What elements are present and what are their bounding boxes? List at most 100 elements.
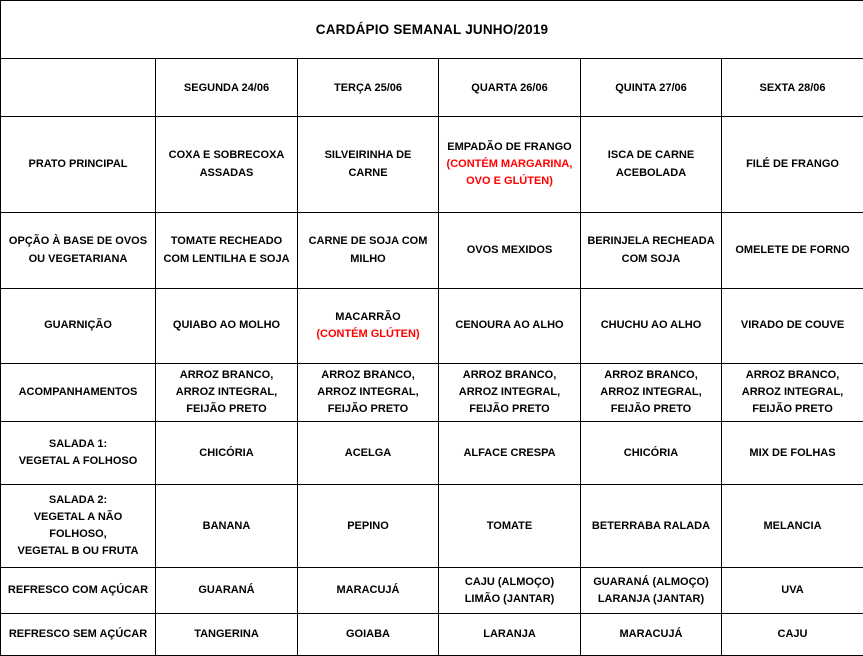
menu-item-text: CHICÓRIA — [199, 446, 254, 459]
menu-cell: GOIABA — [297, 613, 439, 656]
menu-cell: TANGERINA — [155, 613, 298, 656]
menu-item-text: SILVEIRINHA DE CARNE — [324, 149, 412, 179]
menu-cell: CAJU — [720, 613, 863, 656]
table-row: SALADA 2: VEGETAL A NÃO FOLHOSO, VEGETAL B… — [0, 484, 863, 569]
menu-cell: ALFACE CRESPA — [438, 421, 581, 486]
menu-cell: MARACUJÁ — [297, 567, 439, 615]
menu-item-text: GUARANÁ (ALMOÇO) — [593, 575, 709, 588]
table-row: REFRESCO SEM AÇÚCAR TANGERINA GOIABA LARANJ… — [0, 613, 863, 656]
allergen-warning-text: (CONTÉM MARGARINA, OVO E GLÚTEN) — [446, 157, 573, 188]
menu-cell: EMPADÃO DE FRANGO (CONTÉM MARGARINA, OVO … — [438, 116, 581, 213]
menu-item-text: QUIABO AO MOLHO — [172, 319, 281, 332]
page-title: CARDÁPIO SEMANAL JUNHO/2019 — [0, 0, 863, 59]
row-label: REFRESCO COM AÇÚCAR — [0, 567, 156, 615]
menu-cell: TOMATE RECHEADO COM LENTILHA E SOJA — [155, 212, 298, 289]
table-row: PRATO PRINCIPAL COXA E SOBRECOXA ASSADAS S… — [0, 116, 863, 213]
row-label-line: VEGETAL A NÃO FOLHOSO, — [33, 511, 123, 541]
row-label-line: OU VEGETARIANA — [28, 252, 128, 265]
menu-item-text: ARROZ BRANCO, ARROZ INTEGRAL, FEIJÃO PRE… — [741, 369, 844, 416]
menu-item-text: TOMATE RECHEADO COM LENTILHA E SOJA — [163, 235, 290, 265]
column-header-segunda: SEGUNDA 24/06 — [155, 58, 298, 117]
column-header-quinta: QUINTA 27/06 — [580, 58, 722, 117]
menu-item-text: UVA — [781, 584, 804, 597]
menu-cell: BERINJELA RECHEADA COM SOJA — [580, 212, 722, 289]
menu-cell: MIX DE FOLHAS — [720, 421, 863, 486]
menu-item-text: GOIABA — [346, 628, 390, 641]
row-label-line: OPÇÃO À BASE DE OVOS — [8, 235, 148, 248]
menu-item-text: LARANJA — [483, 628, 536, 641]
menu-cell: ISCA DE CARNE ACEBOLADA — [580, 116, 722, 213]
table-row: GUARNIÇÃO QUIABO AO MOLHO MACARRÃO (CONTÉM … — [0, 288, 863, 364]
menu-cell: BANANA — [155, 484, 298, 569]
row-label: OPÇÃO À BASE DE OVOS OU VEGETARIANA — [0, 212, 156, 289]
column-header-sexta: SEXTA 28/06 — [720, 58, 863, 117]
menu-item-text: BERINJELA RECHEADA COM SOJA — [587, 235, 715, 265]
menu-item-text: CENOURA AO ALHO — [455, 319, 564, 332]
menu-cell: LARANJA — [438, 613, 581, 656]
menu-cell: PEPINO — [297, 484, 439, 569]
menu-cell: FILÉ DE FRANGO — [720, 116, 863, 213]
menu-item-text: ARROZ BRANCO, ARROZ INTEGRAL, FEIJÃO PRE… — [458, 369, 561, 416]
menu-item-text: CHUCHU AO ALHO — [600, 319, 702, 332]
table-row: ACOMPANHAMENTOS ARROZ BRANCO, ARROZ INTEG… — [0, 362, 863, 423]
menu-item-text: FILÉ DE FRANGO — [746, 157, 839, 170]
allergen-warning-text: (CONTÉM GLÚTEN) — [316, 328, 420, 340]
menu-item-text: COXA E SOBRECOXA ASSADAS — [168, 149, 285, 179]
menu-cell: TOMATE — [438, 484, 581, 569]
menu-cell: OMELETE DE FORNO — [720, 212, 863, 289]
row-label-line: GUARNIÇÃO — [44, 319, 112, 332]
row-label: SALADA 1: VEGETAL A FOLHOSO — [0, 421, 156, 486]
row-label-line: REFRESCO SEM AÇÚCAR — [8, 628, 148, 641]
menu-item-text: ALFACE CRESPA — [463, 446, 556, 459]
corner-cell — [0, 58, 156, 117]
menu-item-text: MARACUJÁ — [619, 628, 683, 641]
table-row: OPÇÃO À BASE DE OVOS OU VEGETARIANA TOMATE… — [0, 212, 863, 289]
menu-item-text: CARNE DE SOJA COM MILHO — [308, 235, 428, 265]
menu-cell: BETERRABA RALADA — [580, 484, 722, 569]
row-label: GUARNIÇÃO — [0, 288, 156, 364]
menu-cell: CENOURA AO ALHO — [438, 288, 581, 364]
row-label-line: ACOMPANHAMENTOS — [18, 386, 138, 399]
menu-item-text: MACARRÃO — [335, 310, 401, 323]
menu-table-head: CARDÁPIO SEMANAL JUNHO/2019 SEGUNDA 24/0… — [0, 0, 863, 117]
menu-cell: MACARRÃO (CONTÉM GLÚTEN) — [297, 288, 439, 364]
menu-cell: QUIABO AO MOLHO — [155, 288, 298, 364]
menu-cell: CHICÓRIA — [155, 421, 298, 486]
menu-item-text: ARROZ BRANCO, ARROZ INTEGRAL, FEIJÃO PRE… — [317, 369, 419, 416]
column-header-quarta: QUARTA 26/06 — [438, 58, 581, 117]
menu-item-text: ISCA DE CARNE ACEBOLADA — [607, 149, 695, 179]
menu-cell: CHICÓRIA — [580, 421, 722, 486]
row-label-line: SALADA 2: — [48, 494, 108, 507]
menu-cell: CAJU (ALMOÇO) LIMÃO (JANTAR) — [438, 567, 581, 615]
row-label-line: VEGETAL A FOLHOSO — [18, 455, 138, 468]
menu-item-text: MIX DE FOLHAS — [749, 446, 836, 459]
menu-item-text: OMELETE DE FORNO — [735, 243, 850, 256]
column-header-terca: TERÇA 25/06 — [297, 58, 439, 117]
menu-item-text: CHICÓRIA — [623, 446, 679, 459]
menu-cell: VIRADO DE COUVE — [720, 288, 863, 364]
menu-item-text: BANANA — [202, 519, 251, 532]
row-label-line: SALADA 1: — [48, 438, 108, 451]
menu-item-text: OVOS MEXIDOS — [466, 243, 553, 256]
menu-cell: MELANCIA — [720, 484, 863, 569]
menu-item-text: TOMATE — [486, 519, 533, 532]
menu-item-text: CAJU — [777, 628, 808, 641]
menu-cell: CARNE DE SOJA COM MILHO — [297, 212, 439, 289]
menu-cell: ARROZ BRANCO, ARROZ INTEGRAL, FEIJÃO PRE… — [720, 362, 863, 423]
menu-cell: SILVEIRINHA DE CARNE — [297, 116, 439, 213]
row-label-line: VEGETAL B OU FRUTA — [17, 545, 139, 558]
menu-item-text: ACELGA — [344, 446, 392, 459]
menu-item-text: MELANCIA — [763, 519, 822, 532]
menu-table-body: PRATO PRINCIPAL COXA E SOBRECOXA ASSADAS S… — [0, 116, 863, 656]
menu-cell: COXA E SOBRECOXA ASSADAS — [155, 116, 298, 213]
menu-item-text: CAJU (ALMOÇO) — [464, 575, 555, 588]
menu-cell: ARROZ BRANCO, ARROZ INTEGRAL, FEIJÃO PRE… — [297, 362, 439, 423]
menu-item-text: MARACUJÁ — [336, 584, 400, 597]
menu-cell: UVA — [720, 567, 863, 615]
menu-cell: CHUCHU AO ALHO — [580, 288, 722, 364]
row-label: PRATO PRINCIPAL — [0, 116, 156, 213]
title-row: CARDÁPIO SEMANAL JUNHO/2019 — [0, 0, 863, 59]
menu-item-text: LIMÃO (JANTAR) — [464, 592, 555, 605]
row-label-line: REFRESCO COM AÇÚCAR — [7, 584, 149, 597]
